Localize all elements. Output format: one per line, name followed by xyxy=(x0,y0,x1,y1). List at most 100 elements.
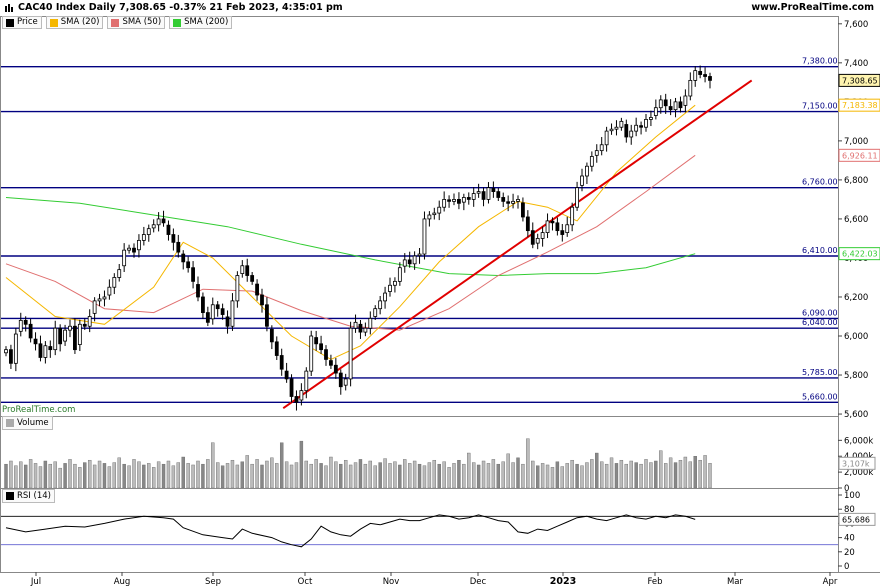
volume-bar xyxy=(220,465,225,489)
candle-body xyxy=(33,338,38,345)
volume-bar xyxy=(516,457,520,489)
volume-bar xyxy=(112,462,117,489)
level-label: 6,090.00 xyxy=(802,308,838,317)
candle-body xyxy=(388,284,392,292)
candle-body xyxy=(294,396,299,403)
candle-body xyxy=(373,308,378,317)
volume-bar xyxy=(137,461,141,489)
legend-label: SMA (20) xyxy=(60,17,100,27)
panel-frame-0 xyxy=(0,16,839,417)
volume-bar xyxy=(570,459,574,489)
candle-body xyxy=(703,74,707,77)
price-tick-label: 5,600 xyxy=(844,410,868,420)
volume-bar xyxy=(496,463,501,489)
level-label: 6,410.00 xyxy=(802,246,838,255)
volume-bar xyxy=(575,463,579,489)
volume-bar xyxy=(78,467,82,489)
legend-item-3[interactable]: SMA (200) xyxy=(169,16,233,29)
volume-bar xyxy=(48,463,53,489)
volume-bar xyxy=(447,467,451,489)
candle-body xyxy=(550,220,555,224)
volume-bar xyxy=(521,463,525,489)
x-tick-label: Aug xyxy=(114,577,131,587)
volume-label: Volume xyxy=(17,418,49,428)
candle-body xyxy=(417,253,422,257)
candle-body xyxy=(383,292,387,302)
volume-bar xyxy=(486,463,491,489)
volume-bar xyxy=(324,465,328,489)
candle-body xyxy=(545,220,550,233)
x-tick-label: Oct xyxy=(298,577,313,587)
candle-body xyxy=(678,101,683,109)
volume-bar xyxy=(156,461,161,489)
candle-body xyxy=(427,214,432,220)
volume-bar xyxy=(693,456,697,489)
candle-body xyxy=(329,360,333,366)
rsi-tick-label: 0 xyxy=(844,562,849,572)
volume-bar xyxy=(471,462,476,489)
candle-body xyxy=(265,304,269,327)
volume-bar xyxy=(388,463,392,489)
volume-bar xyxy=(28,459,33,489)
candle-body xyxy=(23,319,28,325)
volume-bar xyxy=(501,461,505,489)
volume-bar xyxy=(540,463,545,489)
candle-body xyxy=(402,259,407,267)
chart-header: CAC40 Index Daily 7,308.65 -0.37% 21 Feb… xyxy=(0,0,880,16)
volume-bar xyxy=(412,460,417,489)
price-tick-label: 7,600 xyxy=(844,20,868,30)
candle-body xyxy=(28,323,33,339)
volume-bar xyxy=(329,456,333,489)
volume-bar xyxy=(304,460,309,489)
candle-body xyxy=(481,191,486,200)
candle-body xyxy=(176,241,181,253)
site-url[interactable]: www.ProRealTime.com xyxy=(751,2,874,13)
sma-value-tag-1-box xyxy=(838,148,880,162)
candle-body xyxy=(580,175,584,186)
candle-body xyxy=(166,224,171,235)
candle-body xyxy=(560,230,565,235)
x-tick-label: Dec xyxy=(470,577,487,587)
candle-body xyxy=(407,259,412,265)
candle-body xyxy=(378,300,383,310)
candle-body xyxy=(658,99,663,109)
volume-bar xyxy=(599,461,604,489)
candle-body xyxy=(491,188,496,193)
candle-body xyxy=(501,197,506,202)
candle-body xyxy=(653,107,658,116)
candle-body xyxy=(530,230,535,245)
candle-body xyxy=(117,269,122,278)
candle-body xyxy=(422,218,427,255)
candle-body xyxy=(186,261,191,269)
volume-bar xyxy=(284,461,289,489)
candle-body xyxy=(230,300,235,327)
candle-body xyxy=(594,150,599,156)
legend-item-2[interactable]: SMA (50) xyxy=(107,16,166,29)
panel-frame-2 xyxy=(0,488,839,573)
volume-bar xyxy=(240,461,245,489)
price-tick-label: 6,200 xyxy=(844,293,868,303)
volume-bar xyxy=(63,463,67,489)
candle-body xyxy=(338,372,343,388)
candle-body xyxy=(486,187,491,200)
rsi-tick-label: 100 xyxy=(844,491,860,501)
candle-body xyxy=(629,130,634,138)
price-legend: Price SMA (20) SMA (50) SMA (200) xyxy=(2,16,233,29)
legend-item-0[interactable]: Price xyxy=(2,16,42,29)
volume-legend: Volume xyxy=(2,416,53,430)
candle-body xyxy=(442,199,447,208)
volume-bar xyxy=(560,466,565,489)
candle-body xyxy=(412,255,417,265)
candle-body xyxy=(304,370,309,392)
candle-body xyxy=(245,265,250,276)
candle-body xyxy=(604,130,609,146)
legend-item-1[interactable]: SMA (20) xyxy=(45,16,104,29)
rsi-last-box xyxy=(838,512,876,526)
volume-bar xyxy=(358,459,363,489)
sma-value-tag-0: 7,183.38 xyxy=(842,101,878,110)
volume-bar xyxy=(629,460,633,489)
candle-body xyxy=(102,296,107,300)
candle-body xyxy=(668,106,673,111)
candle-body xyxy=(146,228,151,235)
candle-body xyxy=(13,333,18,364)
